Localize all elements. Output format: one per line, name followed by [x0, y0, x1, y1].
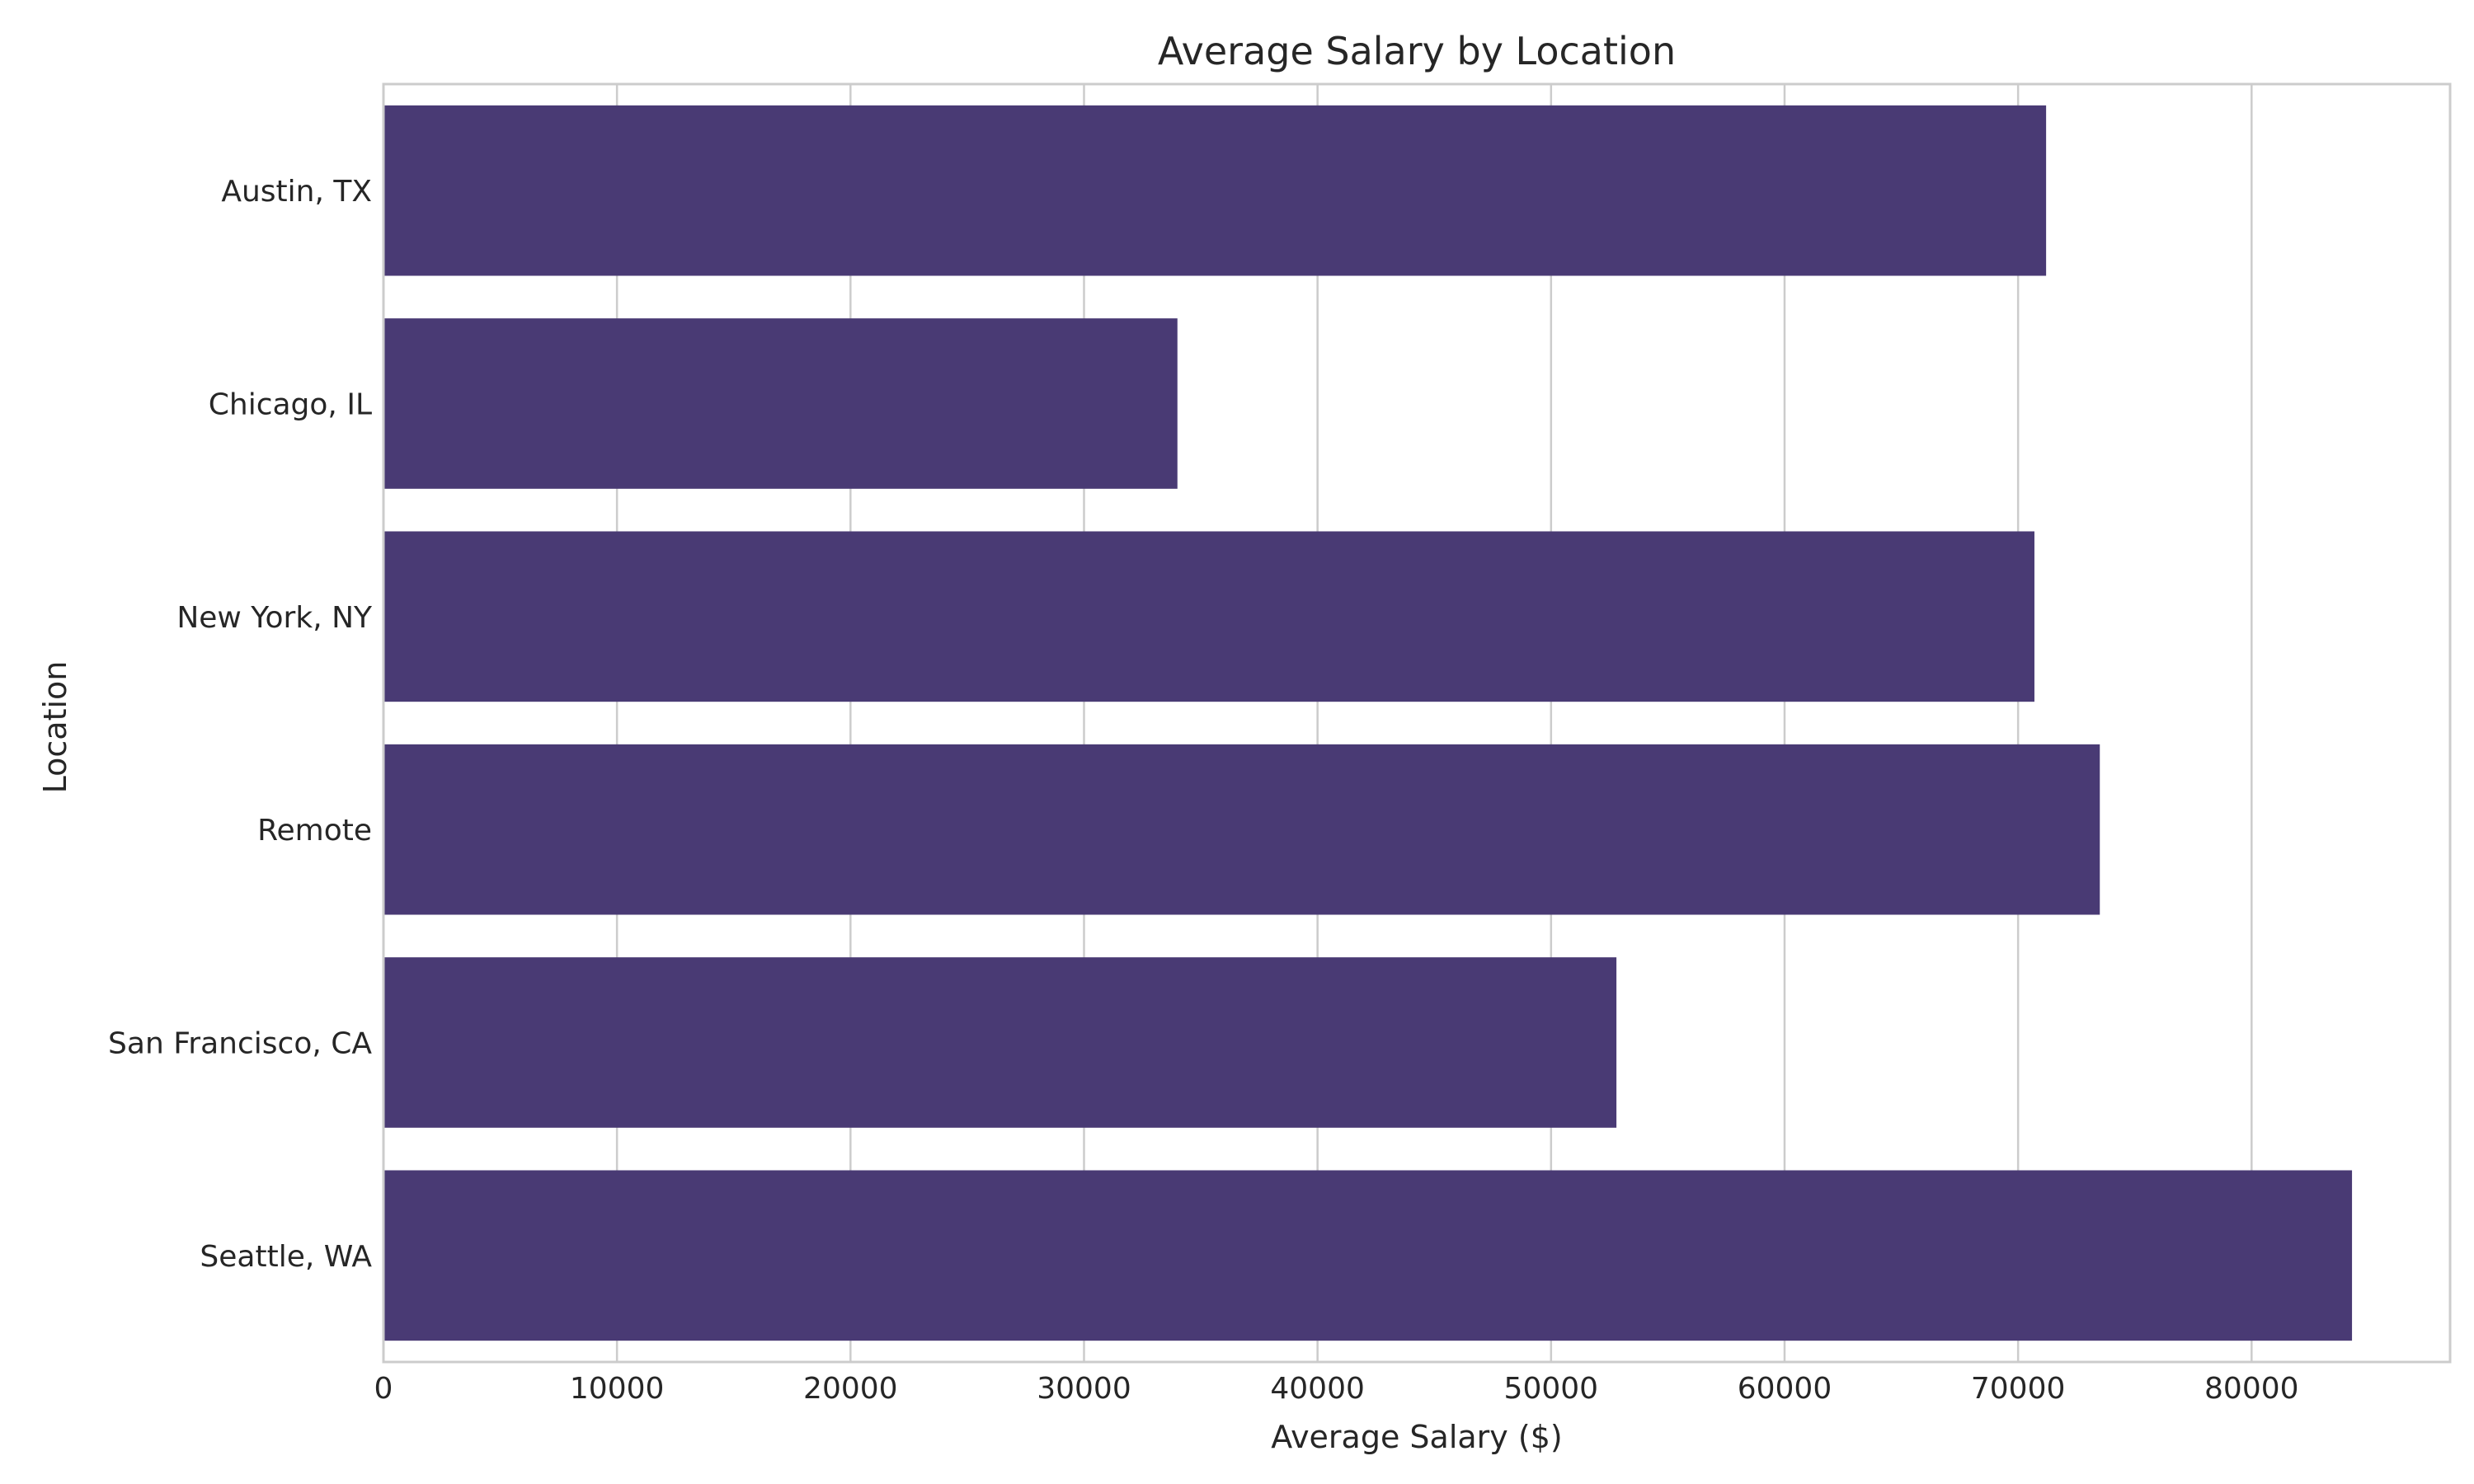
x-tick-label: 40000: [1270, 1372, 1365, 1406]
x-tick-label: 20000: [803, 1372, 898, 1406]
bar: [383, 105, 2047, 276]
x-tick-label: 10000: [570, 1372, 665, 1406]
x-tick-label: 60000: [1738, 1372, 1832, 1406]
y-tick-label: Austin, TX: [221, 175, 372, 209]
y-tick-label: Remote: [257, 814, 372, 848]
x-tick-label: 70000: [1971, 1372, 2066, 1406]
chart-title: Average Salary by Location: [1158, 29, 1676, 73]
bar: [383, 957, 1617, 1128]
bar: [383, 744, 2100, 915]
x-axis-label: Average Salary ($): [1271, 1419, 1562, 1455]
x-tick-label: 80000: [2204, 1372, 2299, 1406]
y-tick-label: Chicago, IL: [209, 388, 372, 422]
bar: [383, 318, 1178, 489]
y-tick-label: New York, NY: [176, 601, 373, 635]
y-tick-label: Seattle, WA: [200, 1240, 372, 1274]
gridlines: [382, 84, 2253, 1362]
x-axis-tick-labels: 0 10000 20000 30000 40000 50000 60000 70000 8000…: [374, 1372, 2299, 1406]
y-axis-tick-labels: Austin, TX Chicago, IL New York, NY Remote S…: [108, 175, 373, 1274]
y-axis-label: Location: [37, 661, 73, 794]
bar: [383, 1170, 2353, 1341]
y-tick-label: San Francisco, CA: [108, 1027, 372, 1061]
bars: [383, 105, 2353, 1341]
x-tick-label: 50000: [1504, 1372, 1599, 1406]
plot-frame: [382, 82, 2452, 1364]
x-tick-label: 30000: [1037, 1372, 1131, 1406]
x-tick-label: 0: [374, 1372, 393, 1406]
bar: [383, 531, 2034, 702]
